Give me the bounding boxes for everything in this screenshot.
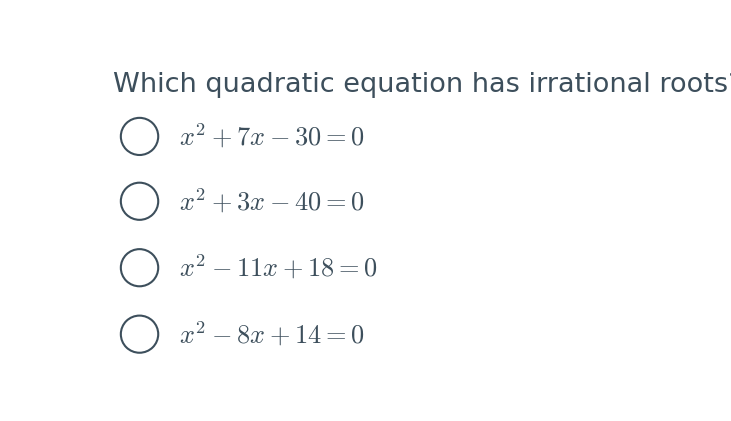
Text: $x^2 + 3x - 40 = 0$: $x^2 + 3x - 40 = 0$	[179, 187, 365, 216]
Text: Which quadratic equation has irrational roots?: Which quadratic equation has irrational …	[113, 72, 731, 98]
Text: $x^2 + 7x - 30 = 0$: $x^2 + 7x - 30 = 0$	[179, 122, 365, 151]
Text: $x^2 - 11x + 18 = 0$: $x^2 - 11x + 18 = 0$	[179, 253, 378, 282]
Text: $x^2 - 8x + 14 = 0$: $x^2 - 8x + 14 = 0$	[179, 320, 365, 349]
